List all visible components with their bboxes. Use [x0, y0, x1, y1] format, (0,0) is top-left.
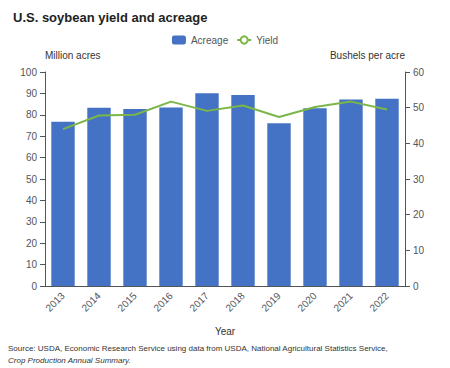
svg-text:30: 30 — [413, 174, 425, 185]
svg-text:60: 60 — [413, 67, 425, 78]
svg-text:2017: 2017 — [187, 290, 211, 314]
svg-text:10: 10 — [413, 245, 425, 256]
svg-text:40: 40 — [26, 195, 38, 206]
svg-text:2020: 2020 — [295, 290, 319, 314]
svg-text:Acreage: Acreage — [191, 35, 229, 46]
svg-text:2019: 2019 — [259, 290, 283, 314]
svg-text:60: 60 — [26, 152, 38, 163]
svg-text:2015: 2015 — [115, 290, 139, 314]
svg-text:Crop Production Annual Summary: Crop Production Annual Summary. — [8, 356, 131, 365]
svg-text:Year: Year — [215, 326, 236, 337]
svg-text:40: 40 — [413, 138, 425, 149]
svg-text:Million acres: Million acres — [45, 50, 101, 61]
svg-text:U.S. soybean yield and acreage: U.S. soybean yield and acreage — [13, 10, 207, 25]
svg-text:30: 30 — [26, 216, 38, 227]
svg-text:0: 0 — [413, 281, 419, 292]
svg-text:2021: 2021 — [331, 290, 355, 314]
svg-text:20: 20 — [26, 238, 38, 249]
svg-text:2022: 2022 — [367, 290, 391, 314]
svg-text:50: 50 — [413, 102, 425, 113]
svg-text:90: 90 — [26, 88, 38, 99]
svg-text:Yield: Yield — [256, 35, 278, 46]
svg-text:Source: USDA, Economic Researc: Source: USDA, Economic Research Service … — [8, 344, 388, 353]
svg-text:2016: 2016 — [151, 290, 175, 314]
svg-text:0: 0 — [31, 281, 37, 292]
svg-text:80: 80 — [26, 109, 38, 120]
svg-text:20: 20 — [413, 209, 425, 220]
svg-text:70: 70 — [26, 131, 38, 142]
svg-text:2013: 2013 — [43, 290, 67, 314]
svg-text:2014: 2014 — [79, 290, 103, 314]
svg-text:Bushels per acre: Bushels per acre — [330, 50, 405, 61]
svg-text:50: 50 — [26, 174, 38, 185]
svg-text:10: 10 — [26, 259, 38, 270]
svg-text:2018: 2018 — [223, 290, 247, 314]
svg-text:100: 100 — [20, 67, 37, 78]
